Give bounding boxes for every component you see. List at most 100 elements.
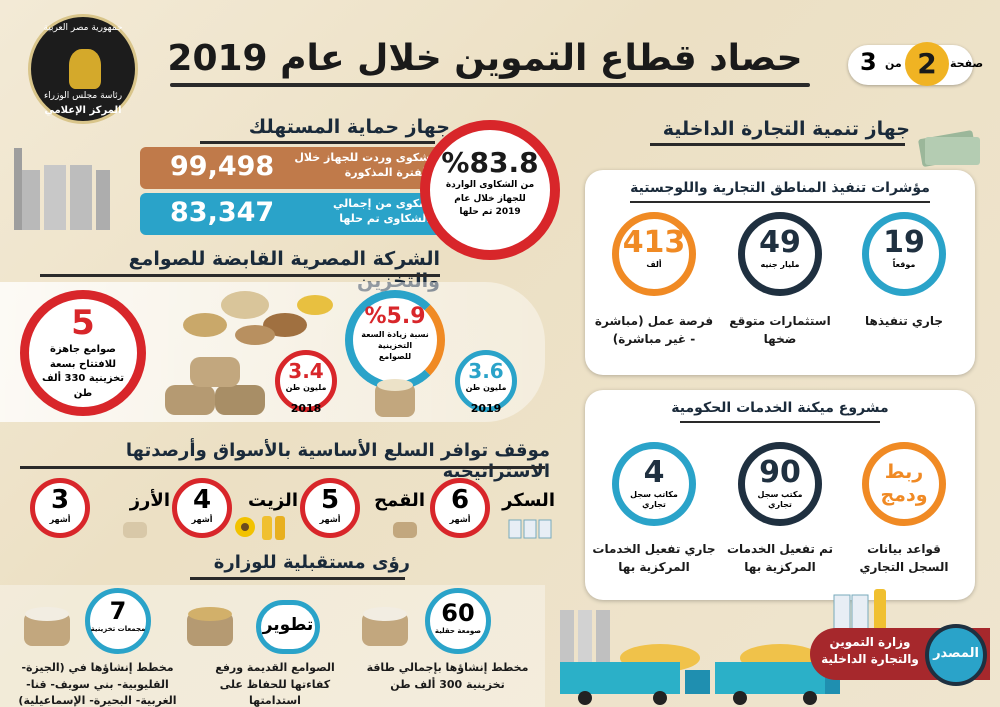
- increase-percent-ring: %5.9 نسبة زيادة السعة التخزينية للصوامع: [345, 290, 445, 390]
- zone-sites-num: 19: [883, 225, 925, 260]
- capacity-2018-year: 2018: [290, 402, 322, 415]
- commodity-wheat-name: القمح: [374, 490, 425, 511]
- commodity-oil-ring: 4 أشهر: [172, 478, 232, 538]
- source-badge: المصدر: [925, 624, 987, 686]
- commodity-sugar-unit: أشهر: [449, 515, 471, 524]
- vision-stores-desc: مخطط إنشاؤها في (الجيزة- القليوبية- بني …: [18, 661, 177, 707]
- commodity-sugar-name: السكر: [502, 490, 555, 511]
- of-label: من: [885, 57, 902, 70]
- zone-jobs-label: فرصة عمل (مباشرة - غير مباشرة): [594, 314, 714, 346]
- zone-jobs-unit: ألف: [646, 260, 662, 269]
- gov-link-ring: ربط ودمج: [862, 442, 946, 526]
- cabinet-logo: جمهورية مصر العربية رئاسة مجلس الوزراء ا…: [28, 14, 138, 124]
- wheat-bundle-icon: [12, 600, 82, 650]
- vision-silos-ring: 60 صومعة حقلية: [425, 588, 491, 654]
- gov-link-num: ربط ودمج: [880, 461, 928, 506]
- gov-heading: مشروع ميكنة الخدمات الحكومية: [671, 400, 889, 416]
- complaints-received-label: شكوى وردت للجهاز خلال الفترة المذكورة: [294, 151, 430, 179]
- gov-pending-ring: 4 مكاتب سجل تجاري: [612, 442, 696, 526]
- page-number: 2: [905, 42, 949, 86]
- sacks-icon: [160, 345, 270, 420]
- vision-stores-sub: مجمعات تخزينية: [90, 625, 146, 633]
- complaints-received-row: شكوى وردت للجهاز خلال الفترة المذكورة 99…: [140, 147, 440, 189]
- zone-invest-num: 49: [759, 225, 801, 260]
- vision-underline: [190, 577, 405, 580]
- vision-stores-num: 7: [109, 597, 127, 625]
- zones-heading: مؤشرات تنفيذ المناطق التجارية واللوجستية: [630, 180, 930, 196]
- zone-invest-unit: مليار جنيه: [760, 260, 800, 269]
- resolved-percent: %83.8: [441, 146, 539, 179]
- gov-activated-ring: 90 مكتب سجل تجاري: [738, 442, 822, 526]
- gov-link-label: قواعد بيانات السجل التجاري: [859, 542, 949, 574]
- capacity-2019-ring: 3.6 مليون طن: [455, 350, 517, 412]
- products-icon: [830, 585, 900, 635]
- capacity-2019-year: 2019: [470, 402, 502, 415]
- rice-icon: [115, 516, 155, 540]
- zone-sites-label: جاري تنفيذها: [865, 314, 943, 328]
- gov-activated-num: 90: [759, 455, 801, 490]
- source-label: المصدر: [933, 646, 979, 661]
- resolved-percent-ring: %83.8 من الشكاوى الواردة للجهاز خلال عام…: [420, 120, 560, 260]
- commodity-wheat-months: 5: [320, 485, 340, 515]
- complaints-received-value: 99,498: [170, 151, 275, 182]
- complaints-resolved-label: شكوى من إجمالي الشكاوى تم حلها: [332, 197, 430, 225]
- silos-underline: [40, 274, 440, 277]
- commodity-wheat-unit: أشهر: [319, 515, 341, 524]
- silo-icon: [12, 140, 112, 235]
- zone-sites-unit: موقعاً: [892, 260, 916, 269]
- gov-underline: [680, 421, 880, 423]
- logo-line2: رئاسة مجلس الوزراء: [43, 91, 123, 101]
- wheat-icon: [385, 516, 425, 540]
- complaints-resolved-value: 83,347: [170, 197, 275, 228]
- commodity-wheat-ring: 5 أشهر: [300, 478, 360, 538]
- vision-develop-num: تطوير: [262, 615, 314, 635]
- commodity-sugar-months: 6: [450, 485, 470, 515]
- zone-jobs-ring: 413 ألف: [612, 212, 696, 296]
- commodities-underline: [20, 466, 545, 469]
- source-value: وزارة التموين والتجارة الداخلية: [821, 635, 919, 667]
- gov-pending-unit: مكاتب سجل تجاري: [630, 490, 678, 509]
- vision-develop-desc: الصوامع القديمة ورفع كفاءتها للحفاظ على …: [215, 661, 335, 707]
- trade-underline: [650, 143, 905, 146]
- capacity-2019-value: 3.6: [468, 359, 504, 383]
- trucks-illustration: [540, 600, 840, 707]
- gov-pending-label: جاري تفعيل الخدمات المركزية بها: [592, 542, 716, 574]
- consumer-underline: [200, 141, 435, 144]
- commodity-rice-months: 3: [50, 485, 70, 515]
- ready-silos-ring: 5 صوامع جاهزة للافتتاح بسعة تخزينية 330 …: [20, 290, 146, 416]
- vision-silos-sub: صومعة حقلية: [434, 627, 482, 635]
- commodity-rice-unit: أشهر: [49, 515, 71, 524]
- flour-sack-icon: [350, 600, 420, 650]
- ready-silos-num: 5: [71, 303, 95, 343]
- oil-sunflower-icon: [230, 512, 290, 542]
- capacity-2018-value: 3.4: [288, 359, 324, 383]
- gov-activated-label: تم تفعيل الخدمات المركزية بها: [727, 542, 833, 574]
- commodity-oil-unit: أشهر: [191, 515, 213, 524]
- logo-line3: المركز الإعلامي: [44, 105, 122, 116]
- page-total: 3: [860, 48, 877, 76]
- grains-icon: [175, 280, 335, 350]
- commodity-oil-name: الزيت: [248, 490, 298, 511]
- commodities-heading: موقف توافر السلع الأساسية بالأسواق وأرصد…: [125, 440, 550, 482]
- logo-line1: جمهورية مصر العربية: [43, 23, 123, 33]
- zones-underline: [630, 201, 930, 203]
- capacity-2019-unit: مليون طن: [465, 383, 507, 392]
- eagle-icon: [69, 49, 101, 89]
- gov-pending-num: 4: [643, 455, 665, 490]
- ready-silos-label: صوامع جاهزة للافتتاح بسعة تخزينية 330 أل…: [41, 344, 125, 399]
- capacity-2018-unit: مليون طن: [285, 383, 327, 392]
- money-icon: [915, 125, 985, 170]
- sugar-bags-icon: [505, 518, 555, 540]
- zone-invest-ring: 49 مليار جنيه: [738, 212, 822, 296]
- commodity-sugar-ring: 6 أشهر: [430, 478, 490, 538]
- page-label: صفحة: [950, 57, 984, 70]
- grain-sack-icon: [175, 600, 245, 650]
- resolved-percent-label: من الشكاوى الواردة للجهاز خلال عام 2019 …: [445, 180, 535, 217]
- increase-percent-label: نسبة زيادة السعة التخزينية للصوامع: [361, 330, 429, 362]
- zone-invest-label: استثمارات متوقع ضخها: [729, 314, 831, 346]
- gov-activated-unit: مكتب سجل تجاري: [757, 490, 803, 509]
- vision-silos-desc: مخطط إنشاؤها بإجمالي طاقة تخزينية 300 أل…: [366, 661, 529, 691]
- vision-silos-num: 60: [441, 599, 475, 627]
- capacity-2018-ring: 3.4 مليون طن: [275, 350, 337, 412]
